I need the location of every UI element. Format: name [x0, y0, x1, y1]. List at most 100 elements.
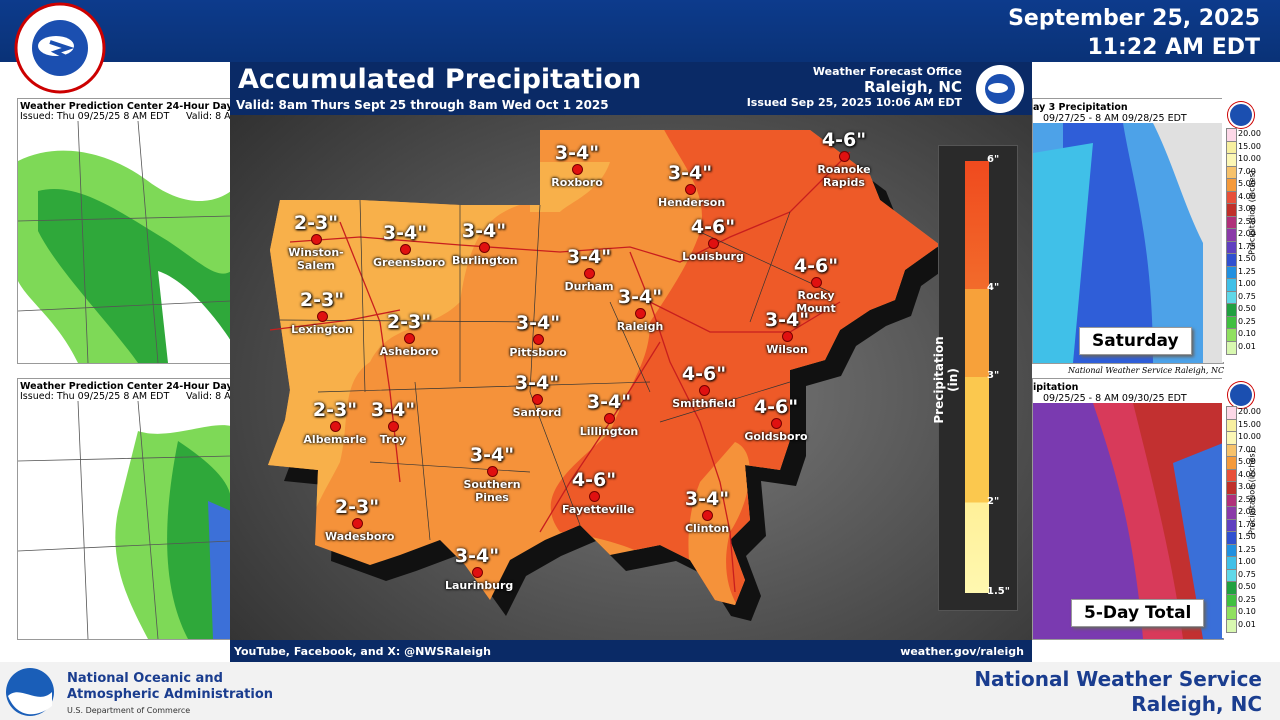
- city-label: 2-3" Lexington: [277, 290, 367, 336]
- city-dot: [810, 277, 822, 288]
- bottom-bar: [0, 662, 1280, 720]
- road: [539, 341, 661, 533]
- scale-label: 1.25: [1238, 266, 1256, 276]
- scale-label: 1.50: [1238, 532, 1256, 541]
- panel-title: Weather Prediction Center 24-Hour Day 1 …: [20, 101, 232, 112]
- amount: 4-6": [753, 396, 799, 418]
- right-panel: ay 3 Precipitation 09/27/25 - 8 AM 09/28…: [1032, 98, 1224, 364]
- scale-label: 0.25: [1238, 594, 1256, 604]
- city-dot: [781, 331, 793, 342]
- amount: 3-4": [554, 142, 600, 164]
- amount: 3-4": [370, 399, 416, 421]
- city-name: Smithfield: [672, 397, 736, 410]
- city-label: 4-6" Goldsboro: [731, 397, 821, 443]
- footer-bar: [230, 640, 1032, 662]
- city-label: 3-4" Troy: [348, 400, 438, 446]
- city-dot: [486, 466, 498, 477]
- amount: 3-4": [514, 372, 560, 394]
- city-label: 4-6" Roanoke Rapids: [799, 130, 889, 189]
- city-name: Goldsboro: [744, 430, 808, 443]
- amount: 3-4": [469, 444, 515, 466]
- city-label: 3-4" Laurinburg: [432, 546, 522, 592]
- city-dot: [471, 567, 483, 578]
- city-label: 2-3" Wadesboro: [312, 497, 402, 543]
- amount: 3-4": [586, 391, 632, 413]
- panel-title: ay 3 Precipitation: [1033, 102, 1128, 113]
- road: [289, 151, 851, 263]
- city-label: 3-4" Lillington: [564, 392, 654, 438]
- amount: 3-4": [454, 545, 500, 567]
- city-name: Albemarle: [303, 433, 367, 446]
- city-label: 2-3" Asheboro: [364, 312, 454, 358]
- nws-line: National Weather Service: [974, 667, 1262, 691]
- city-dot: [387, 421, 399, 432]
- panel-label: 5-Day Total: [1071, 599, 1205, 627]
- panel-credit: National Weather Service Raleigh, NC: [1068, 366, 1225, 375]
- city-name: Wadesboro: [325, 530, 395, 543]
- city-dot: [603, 413, 615, 424]
- datetime: September 25, 2025 11:22 AM EDT: [1008, 4, 1260, 62]
- city-dot: [707, 238, 719, 249]
- noaa-line: U.S. Department of Commerce: [67, 706, 191, 715]
- scale-label: 0.75: [1238, 291, 1256, 301]
- city-label: 4-6" Fayetteville: [549, 470, 639, 516]
- amount: 4-6": [571, 469, 617, 491]
- city-name: Clinton: [684, 522, 730, 535]
- scale-logo: [1228, 382, 1254, 408]
- city-name: Sanford: [512, 406, 562, 419]
- city-name: Wilson: [766, 343, 808, 356]
- legend-label: 2": [987, 496, 1000, 507]
- scale-label: 1.00: [1238, 557, 1256, 566]
- legend-label: 1.5": [987, 586, 1010, 597]
- panel-label: Saturday: [1079, 327, 1192, 355]
- panel-valid: 09/25/25 - 8 AM 09/30/25 EDT: [1043, 393, 1187, 404]
- amount: 3-4": [684, 488, 730, 510]
- city-label: 3-4" Raleigh: [595, 287, 685, 333]
- city-name: Lexington: [291, 323, 353, 336]
- road: [639, 296, 841, 333]
- city-name: Asheboro: [379, 345, 439, 358]
- nws-text: National Weather Service Raleigh, NC: [974, 667, 1262, 717]
- noaa-text: National Oceanic and Atmospheric Adminis…: [67, 671, 273, 719]
- city-name: Southern Pines: [463, 478, 521, 504]
- scale-title: Precipitation (inches): [1247, 450, 1257, 535]
- header-bar: [0, 0, 1280, 62]
- city-label: 3-4" Wilson: [742, 310, 832, 356]
- road: [269, 309, 401, 331]
- scale-label: 7.00: [1238, 444, 1256, 454]
- scale-label: 4.00: [1238, 469, 1256, 479]
- city-name: Roanoke Rapids: [817, 163, 871, 189]
- noaa-line: Atmospheric Administration: [67, 687, 274, 702]
- scale-label: 0.01: [1238, 341, 1256, 351]
- city-dot: [583, 268, 595, 279]
- scale-label: 1.25: [1238, 544, 1256, 554]
- amount: 3-4": [566, 246, 612, 268]
- scale-label: 20.00: [1238, 129, 1261, 138]
- main-panel: Accumulated Precipitation Valid: 8am Thu…: [230, 62, 1032, 662]
- legend-title: Precipitation (in): [932, 336, 960, 424]
- scale-label: 2.50: [1238, 494, 1256, 504]
- scale-label: 20.00: [1238, 407, 1261, 416]
- precip-map: [1033, 403, 1223, 639]
- amount: 2-3": [386, 311, 432, 333]
- precip-map: [1033, 123, 1223, 363]
- main-title: Accumulated Precipitation: [238, 64, 642, 95]
- title-bar: [230, 62, 1032, 115]
- scale-label: 10.00: [1238, 432, 1261, 441]
- scale-label: 2.50: [1238, 216, 1256, 226]
- city-label: 3-4" Pittsboro: [493, 313, 583, 359]
- city-name: Pittsboro: [509, 346, 567, 359]
- panel-title: Weather Prediction Center 24-Hour Day 4 …: [20, 381, 232, 392]
- scale-label: 0.50: [1238, 304, 1256, 313]
- amount: 3-4": [461, 220, 507, 242]
- scale-swatch: [1226, 340, 1237, 355]
- city-name: Burlington: [452, 254, 518, 267]
- city-dot: [316, 311, 328, 322]
- scale-title: Precipitation (inches): [1247, 170, 1257, 255]
- city-name: Raleigh: [616, 320, 664, 333]
- left-panel: Weather Prediction Center 24-Hour Day 1 …: [17, 98, 232, 364]
- date: September 25, 2025: [1008, 6, 1260, 31]
- panel-issued: Issued: Thu 09/25/25 8 AM EDT: [20, 111, 170, 122]
- scale-label: 1.00: [1238, 279, 1256, 288]
- city-dot: [588, 491, 600, 502]
